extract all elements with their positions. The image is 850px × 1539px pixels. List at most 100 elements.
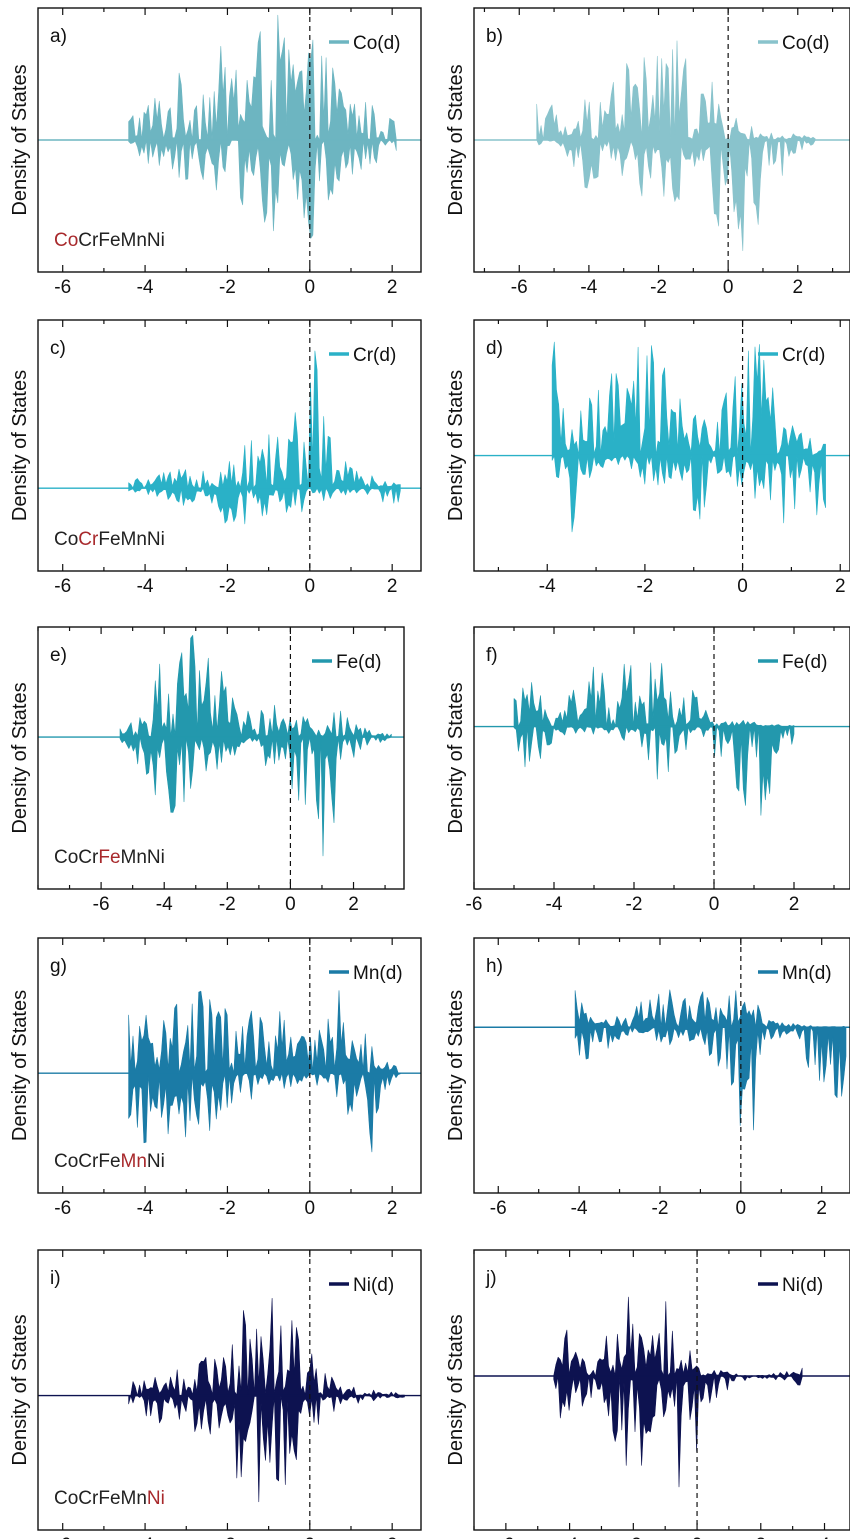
compound-part-a: CrFeMnNi [78,230,165,251]
legend-label-i: Ni(d) [353,1275,394,1296]
compound-part-g: CoCrFe [54,1151,121,1172]
y-axis-label-g: Density of States [9,990,31,1141]
compound-highlight-c: Cr [78,529,99,550]
dos-spin-down-i [128,1395,405,1503]
dos-spin-up-j [553,1296,803,1377]
y-axis-label-c: Density of States [9,370,31,521]
compound-part-c: FeMnNi [98,529,165,550]
x-tick-label-c: -2 [219,576,236,597]
dos-spin-down-b [536,139,816,251]
legend-label-e: Fe(d) [336,652,381,673]
compound-highlight-i: Ni [147,1488,165,1509]
panel-label-f: f) [486,645,498,666]
panel-h: -6 -4 -2 0 2 Density of States h) Mn(d) [445,937,850,1219]
y-axis-label-j: Density of States [445,1314,467,1465]
panel-i: -6 -4 -2 0 2 Density of States i) Ni(d) CoCrFeMn… [9,1249,422,1539]
dos-spin-down-f [513,726,795,816]
x-tick-label-a: 2 [387,277,398,298]
panel-f: -6 -4 -2 0 2 Density of States f) Fe(d) [445,626,850,915]
x-tick-label-f: -4 [546,894,563,915]
compound-highlight-e: Fe [98,847,120,868]
x-tick-label-i: 2 [387,1535,398,1539]
y-axis-label-a: Density of States [9,64,31,215]
legend-label-g: Mn(d) [353,963,403,984]
x-tick-label-g: 0 [305,1198,316,1219]
compound-part-i: CoCrFeMn [54,1488,147,1509]
x-tick-label-b: 2 [792,277,803,298]
panel-label-c: c) [50,338,66,359]
plot-frame-c [37,319,422,572]
compound-part-g: Ni [147,1151,165,1172]
dos-spin-down-a [128,139,397,239]
x-tick-label-g: 2 [387,1198,398,1219]
legend-label-j: Ni(d) [782,1275,823,1296]
x-tick-label-d: 2 [835,576,846,597]
x-tick-label-j: 4 [819,1535,830,1539]
plot-frame-h [473,937,850,1194]
dos-spin-up-g [128,990,401,1074]
compound-highlight-g: Mn [121,1151,147,1172]
compound-label-e: CoCrFeMnNi [54,847,165,868]
x-tick-label-f: -2 [626,894,643,915]
x-tick-label-f: 2 [789,894,800,915]
panel-j: -6 -4 -2 0 2 4 Density of States j) Ni(d) [445,1249,850,1539]
panel-label-e: e) [50,645,67,666]
panel-label-g: g) [50,956,67,977]
compound-part-e: MnNi [121,847,165,868]
compound-part-c: Co [54,529,78,550]
x-tick-label-j: -6 [497,1535,514,1539]
x-tick-label-j: -4 [561,1535,578,1539]
x-tick-label-c: -4 [137,576,154,597]
panel-e: -6 -4 -2 0 2 Density of States e) Fe(d) CoCrFeMn… [9,626,405,915]
panel-label-d: d) [486,338,503,359]
x-tick-label-b: -6 [511,277,528,298]
y-axis-label-b: Density of States [445,64,467,215]
x-tick-label-c: -6 [54,576,71,597]
panel-c: -6 -4 -2 0 2 Density of States c) Cr(d) CoCrFeMn… [9,319,422,597]
x-tick-label-i: -2 [219,1535,236,1539]
dos-spin-up-h [574,989,847,1028]
x-tick-label-d: 0 [737,576,748,597]
x-tick-label-i: -4 [137,1535,154,1539]
plot-frame-a [37,7,422,273]
y-axis-label-i: Density of States [9,1314,31,1465]
x-tick-label-i: -6 [54,1535,71,1539]
compound-highlight-a: Co [54,230,78,251]
dos-spin-up-d [551,341,826,456]
x-tick-label-e: -4 [156,894,173,915]
x-tick-label-h: -6 [490,1198,507,1219]
y-axis-label-h: Density of States [445,990,467,1141]
dos-spin-up-b [536,40,816,141]
panel-d: -4 -2 0 2 Density of States d) Cr(d) [445,319,850,597]
dos-spin-up-f [513,662,795,727]
plot-frame-d [473,319,850,572]
x-tick-label-j: 0 [692,1535,703,1539]
panel-label-i: i) [50,1268,61,1289]
plot-frame-b [473,7,850,273]
plot-frame-g [37,937,422,1194]
panel-label-j: j) [485,1268,497,1289]
x-tick-label-e: 0 [285,894,296,915]
x-tick-label-i: 0 [305,1535,316,1539]
legend-label-b: Co(d) [782,33,830,54]
legend-label-a: Co(d) [353,33,401,54]
compound-label-a: CoCrFeMnNi [54,230,165,251]
x-tick-label-c: 2 [387,576,398,597]
x-tick-label-f: 0 [709,894,720,915]
x-tick-label-d: -4 [539,576,556,597]
x-tick-label-h: 2 [816,1198,827,1219]
x-tick-label-g: -6 [54,1198,71,1219]
x-tick-label-j: 2 [755,1535,766,1539]
x-tick-label-d: -2 [636,576,653,597]
panel-label-a: a) [50,26,67,47]
dos-spin-down-h [574,1027,847,1131]
compound-label-g: CoCrFeMnNi [54,1151,165,1172]
x-tick-label-g: -2 [219,1198,236,1219]
x-tick-label-b: 0 [723,277,734,298]
x-tick-label-h: -4 [571,1198,588,1219]
dos-spin-down-j [553,1375,803,1488]
x-tick-label-a: -2 [219,277,236,298]
legend-label-c: Cr(d) [353,345,396,366]
x-tick-label-h: 0 [736,1198,747,1219]
